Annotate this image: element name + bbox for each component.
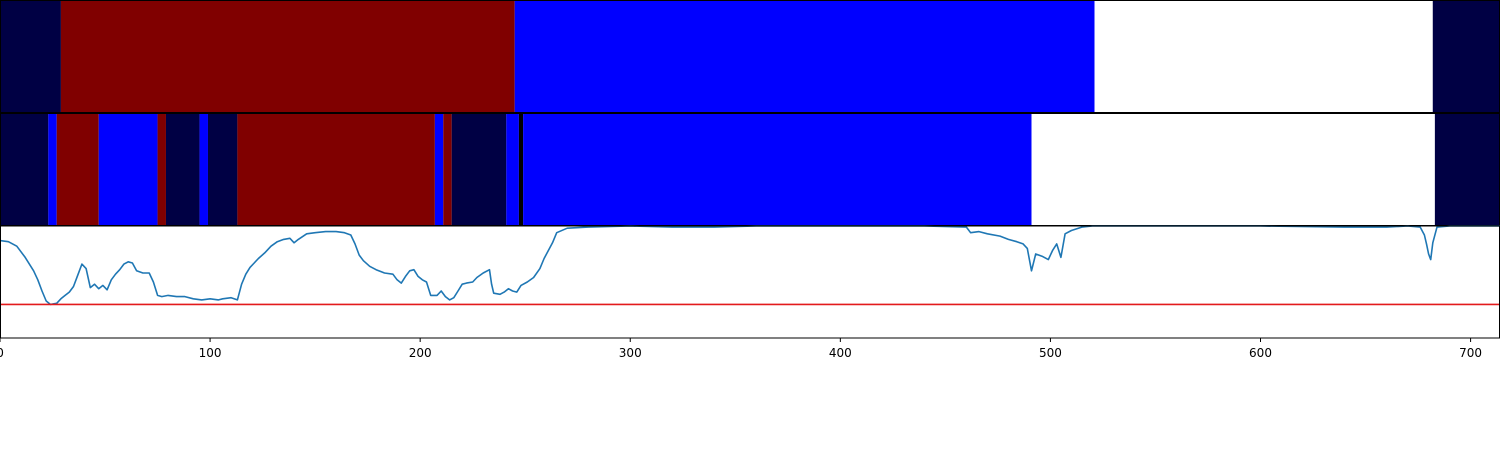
x-tick-label: 500 xyxy=(1039,346,1062,360)
line-panel-background xyxy=(0,226,1500,338)
segment-blue xyxy=(506,113,519,226)
x-axis: 0 100 200 300 400 500 600 700 xyxy=(0,338,1482,360)
segment-blue xyxy=(48,113,57,226)
x-tick-label: 600 xyxy=(1249,346,1272,360)
segment-black xyxy=(518,113,524,226)
segment-navy xyxy=(1434,113,1500,226)
x-tick-label: 700 xyxy=(1459,346,1482,360)
segment-maroon xyxy=(60,0,515,113)
segment-maroon xyxy=(443,113,452,226)
segmentation-row-middle xyxy=(0,113,1500,226)
segment-navy xyxy=(207,113,238,226)
segment-blue xyxy=(523,113,1032,226)
segment-navy xyxy=(1432,0,1500,113)
score-line-panel xyxy=(0,225,1500,339)
segment-blue xyxy=(98,113,158,226)
segment-maroon xyxy=(56,113,99,226)
segmentation-row-top xyxy=(0,0,1500,113)
x-tick-label: 0 xyxy=(0,346,4,360)
score-line xyxy=(0,225,1500,306)
segment-blue xyxy=(199,113,208,226)
segment-navy xyxy=(451,113,507,226)
segment-white xyxy=(1031,113,1435,226)
segment-blue xyxy=(434,113,444,226)
x-tick-label: 100 xyxy=(199,346,222,360)
segment-blue xyxy=(514,0,1095,113)
segment-navy xyxy=(0,0,61,113)
segment-maroon xyxy=(237,113,435,226)
segment-navy xyxy=(165,113,200,226)
segment-maroon xyxy=(157,113,166,226)
segment-white xyxy=(1094,0,1433,113)
segment-navy xyxy=(0,113,49,226)
x-tick-label: 200 xyxy=(409,346,432,360)
x-tick-label: 400 xyxy=(829,346,852,360)
x-tick-label: 300 xyxy=(619,346,642,360)
